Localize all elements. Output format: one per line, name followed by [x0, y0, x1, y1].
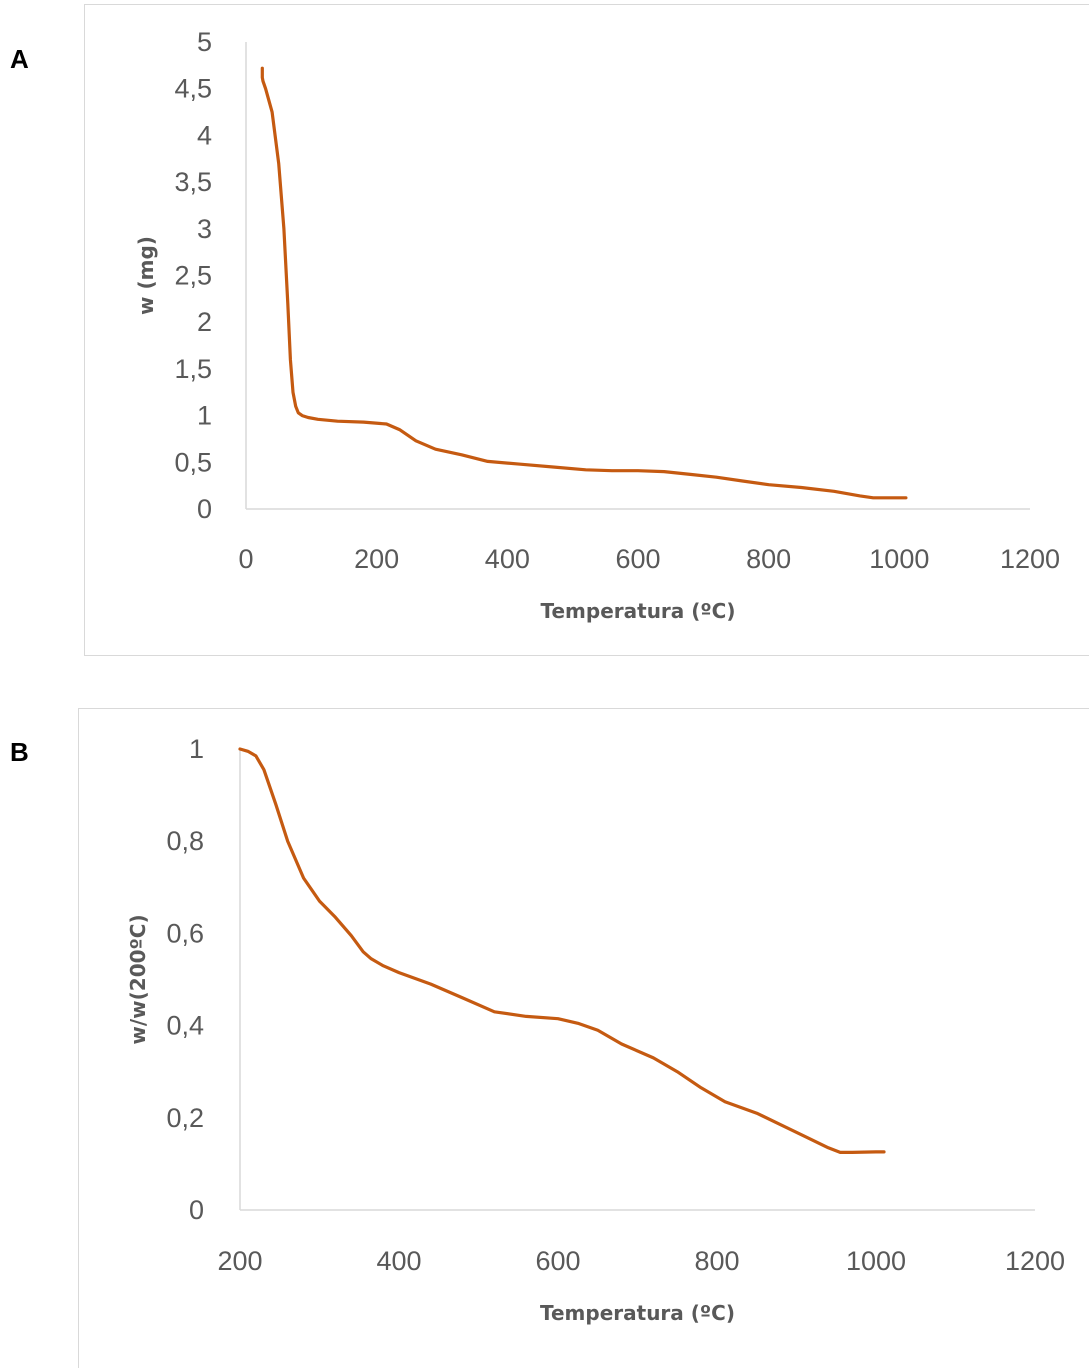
chart-a-x-tick-label: 1200 — [1000, 544, 1060, 574]
chart-b-x-tick-label: 1200 — [1005, 1246, 1065, 1276]
chart-b-y-tick-label: 0,8 — [166, 826, 204, 856]
chart-a-y-tick-label: 2,5 — [174, 261, 212, 291]
chart-b-x-tick-label: 200 — [217, 1246, 262, 1276]
chart-a-y-tick-label: 0 — [197, 494, 212, 524]
chart-a-y-tick-label: 0,5 — [174, 447, 212, 477]
chart-b-y-tick-label: 1 — [189, 734, 204, 764]
chart-b-x-tick-label: 1000 — [846, 1246, 906, 1276]
chart-a-x-axis-title: Temperatura (ºC) — [541, 599, 736, 623]
chart-a-x-tick-label: 200 — [354, 544, 399, 574]
chart-b-series-line — [238, 747, 886, 1155]
panel-letter-b: B — [10, 737, 29, 767]
chart-a-y-tick-label: 4,5 — [174, 74, 212, 104]
chart-a-x-tick-label: 1000 — [869, 544, 929, 574]
chart-a-y-tick-label: 3 — [197, 214, 212, 244]
chart-b-x-tick-label: 600 — [535, 1246, 580, 1276]
chart-a-y-tick-label: 3,5 — [174, 167, 212, 197]
chart-a-y-tick-label: 2 — [197, 307, 212, 337]
chart-b-x-tick-label: 400 — [376, 1246, 421, 1276]
chart-a-x-tick-label: 800 — [746, 544, 791, 574]
chart-b-y-tick-label: 0,4 — [166, 1011, 204, 1041]
chart-a-y-tick-label: 1,5 — [174, 354, 212, 384]
chart-b-frame — [78, 708, 1089, 1368]
chart-b-y-tick-label: 0,2 — [166, 1103, 204, 1133]
panel-letter-a: A — [10, 44, 29, 74]
chart-a-y-tick-label: 4 — [197, 120, 212, 150]
chart-a-y-tick-label: 1 — [197, 401, 212, 431]
chart-a-x-tick-label: 400 — [485, 544, 530, 574]
chart-a-series-line — [260, 66, 908, 500]
chart-b-x-tick-label: 800 — [694, 1246, 739, 1276]
chart-a-y-axis-title: w (mg) — [134, 236, 158, 315]
chart-b-y-tick-label: 0,6 — [166, 918, 204, 948]
chart-b-y-tick-label: 0 — [189, 1195, 204, 1225]
chart-a-x-tick-label: 0 — [238, 544, 253, 574]
chart-b-x-axis-title: Temperatura (ºC) — [540, 1301, 735, 1325]
chart-b-y-axis-title: w/w(200ºC) — [126, 914, 150, 1044]
chart-a-y-tick-label: 5 — [197, 27, 212, 57]
chart-a-frame — [84, 4, 1089, 656]
chart-a-x-tick-label: 600 — [615, 544, 660, 574]
